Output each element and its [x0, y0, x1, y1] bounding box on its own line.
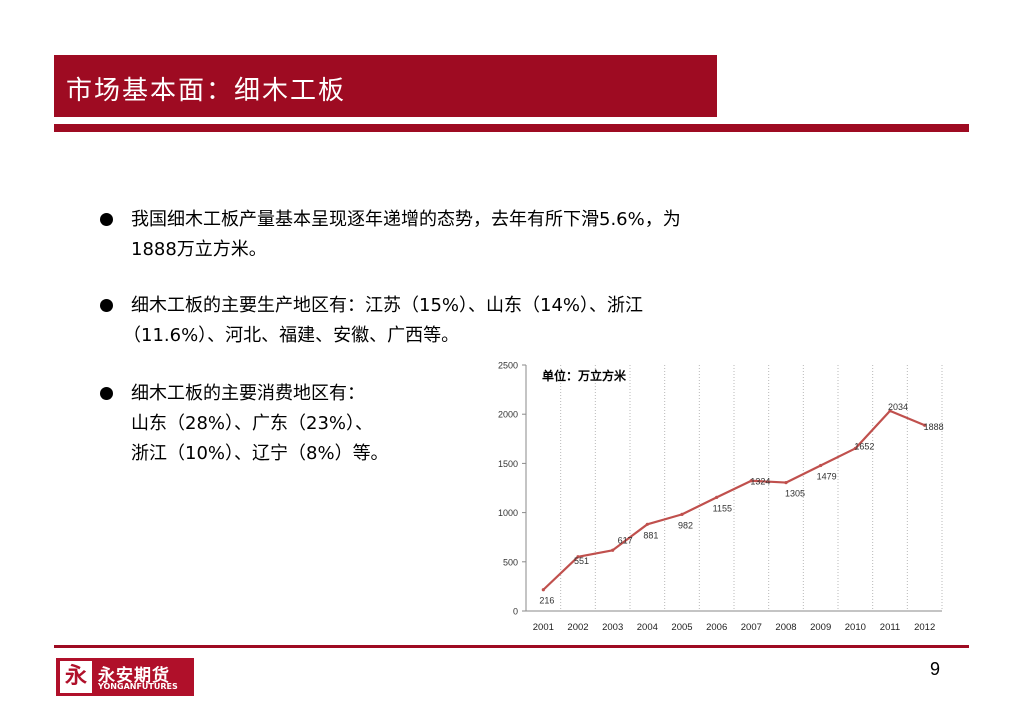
bullet-line: 细木工板的主要生产地区有：江苏（15%）、山东（14%）、浙江	[131, 295, 644, 316]
x-tick-label: 2008	[775, 622, 796, 633]
series-line	[542, 409, 926, 591]
data-label: 1652	[854, 441, 874, 451]
bullet-dot	[100, 387, 113, 400]
y-tick-label: 1000	[498, 508, 518, 518]
page-title: 市场基本面：细木工板	[66, 76, 347, 106]
y-tick-label: 500	[503, 557, 518, 567]
logo-mark: 永	[60, 661, 92, 693]
bullet-line: 山东（28%）、广东（23%）、	[131, 413, 374, 434]
data-label: 2034	[888, 402, 908, 412]
data-label: 982	[678, 520, 693, 530]
logo-name-cn: 永安期货	[98, 666, 170, 686]
x-tick-label: 2012	[914, 622, 935, 633]
company-logo: 永 永安期货 YONGANFUTURES	[56, 658, 194, 696]
data-point	[923, 423, 927, 427]
data-label: 617	[618, 535, 633, 545]
bullet-dot	[100, 213, 113, 226]
x-tick-label: 2003	[602, 622, 623, 633]
data-point	[853, 446, 857, 451]
data-label: 1155	[713, 503, 732, 513]
x-tick-label: 2010	[845, 622, 866, 633]
data-point	[645, 522, 649, 526]
data-label: 551	[574, 556, 589, 566]
data-label: 1479	[817, 471, 837, 481]
logo-name-en: YONGANFUTURES	[98, 682, 178, 691]
data-point	[819, 463, 823, 468]
x-tick-label: 2002	[567, 622, 588, 633]
bullet-line: 浙江（10%）、辽宁（8%）等。	[131, 443, 389, 464]
page-number: 9	[930, 659, 941, 679]
bullet-line: （11.6%）、河北、福建、安徽、广西等。	[123, 325, 460, 346]
x-tick-label: 2004	[637, 622, 658, 633]
bullet-dot	[100, 299, 113, 312]
data-point	[541, 588, 545, 592]
header-rule	[54, 124, 969, 132]
bullet-line: 细木工板的主要消费地区有：	[131, 383, 365, 404]
data-point	[749, 479, 753, 483]
data-label: 881	[643, 530, 658, 540]
data-point	[784, 480, 788, 485]
production-line-chart: 0 500 1000 1500 2000 2500 2001 2002 2003 2004 2005…	[498, 361, 944, 634]
y-tick-label: 2500	[498, 361, 518, 371]
y-tick-label: 0	[513, 607, 518, 617]
x-tick-label: 2001	[533, 622, 554, 633]
data-point	[680, 512, 684, 516]
data-label: 1324	[750, 477, 770, 487]
chart-unit-label: 单位：万立方米	[542, 368, 627, 383]
bullet-line: 1888万立方米。	[131, 239, 267, 260]
data-label: 1888	[924, 422, 944, 432]
data-label: 216	[539, 596, 554, 606]
x-tick-label: 2005	[671, 622, 692, 633]
bullet-line: 我国细木工板产量基本呈现逐年递增的态势，去年有所下滑5.6%，为	[131, 209, 681, 230]
data-point	[715, 495, 719, 499]
x-tick-label: 2006	[706, 622, 727, 633]
x-tick-label: 2011	[880, 622, 900, 633]
x-tick-label: 2007	[741, 622, 762, 633]
y-tick-label: 1500	[498, 459, 518, 469]
data-label: 1305	[785, 489, 805, 499]
title-bar	[54, 55, 717, 117]
footer-rule	[54, 645, 969, 648]
x-tick-label: 2009	[810, 622, 831, 633]
y-tick-label: 2000	[498, 410, 518, 420]
data-point	[888, 409, 892, 413]
data-point	[576, 555, 580, 559]
data-point	[611, 548, 615, 552]
